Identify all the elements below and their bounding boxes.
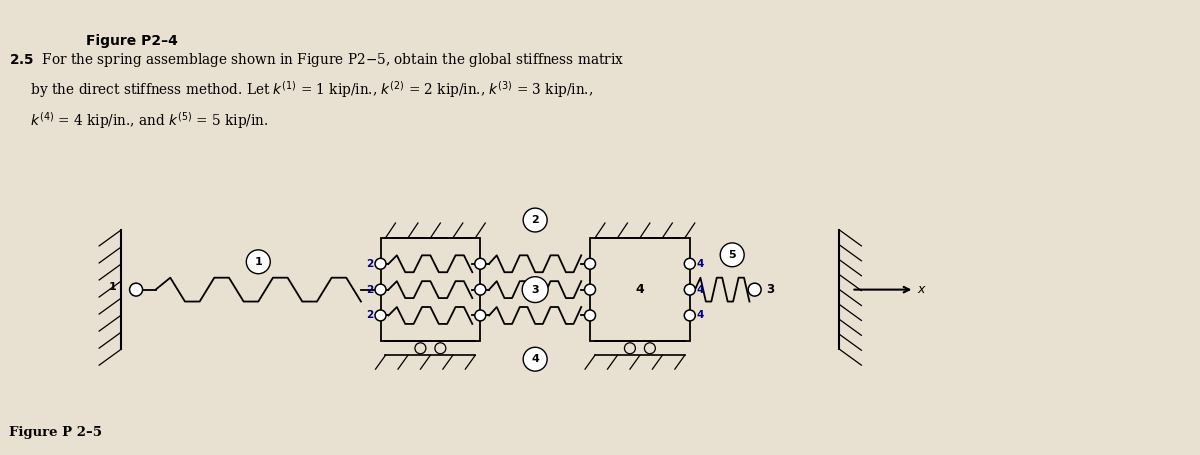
Circle shape: [584, 258, 595, 269]
Text: 2: 2: [366, 285, 373, 295]
Text: 1: 1: [254, 257, 262, 267]
Text: 4: 4: [697, 310, 704, 320]
Text: 4: 4: [697, 285, 704, 295]
Circle shape: [130, 283, 143, 296]
Text: 3: 3: [532, 285, 539, 295]
Circle shape: [684, 310, 695, 321]
Circle shape: [475, 284, 486, 295]
Circle shape: [475, 258, 486, 269]
Circle shape: [475, 310, 486, 321]
Circle shape: [584, 310, 595, 321]
Circle shape: [376, 310, 386, 321]
Circle shape: [684, 284, 695, 295]
Text: 4: 4: [636, 283, 644, 296]
Circle shape: [246, 250, 270, 274]
Text: 3: 3: [767, 283, 775, 296]
Text: Figure P2–4: Figure P2–4: [86, 34, 178, 48]
Circle shape: [684, 258, 695, 269]
Circle shape: [720, 243, 744, 267]
Text: Figure P 2–5: Figure P 2–5: [10, 426, 102, 439]
Text: 2: 2: [366, 310, 373, 320]
Circle shape: [584, 284, 595, 295]
Circle shape: [376, 284, 386, 295]
Text: 4: 4: [532, 354, 539, 364]
Text: 1: 1: [108, 282, 116, 292]
Circle shape: [522, 277, 548, 303]
Bar: [590, 238, 690, 341]
Text: 2: 2: [366, 259, 373, 269]
Text: $\mathbf{2.5}$  For the spring assemblage shown in Figure P2$-$5, obtain the glo: $\mathbf{2.5}$ For the spring assemblage…: [10, 51, 624, 131]
Text: 2: 2: [532, 215, 539, 225]
Text: 5: 5: [728, 250, 736, 260]
Circle shape: [523, 347, 547, 371]
Bar: [380, 238, 480, 341]
Text: 4: 4: [697, 259, 704, 269]
Text: $x$: $x$: [917, 283, 928, 296]
Circle shape: [748, 283, 761, 296]
Circle shape: [376, 258, 386, 269]
Circle shape: [523, 208, 547, 232]
